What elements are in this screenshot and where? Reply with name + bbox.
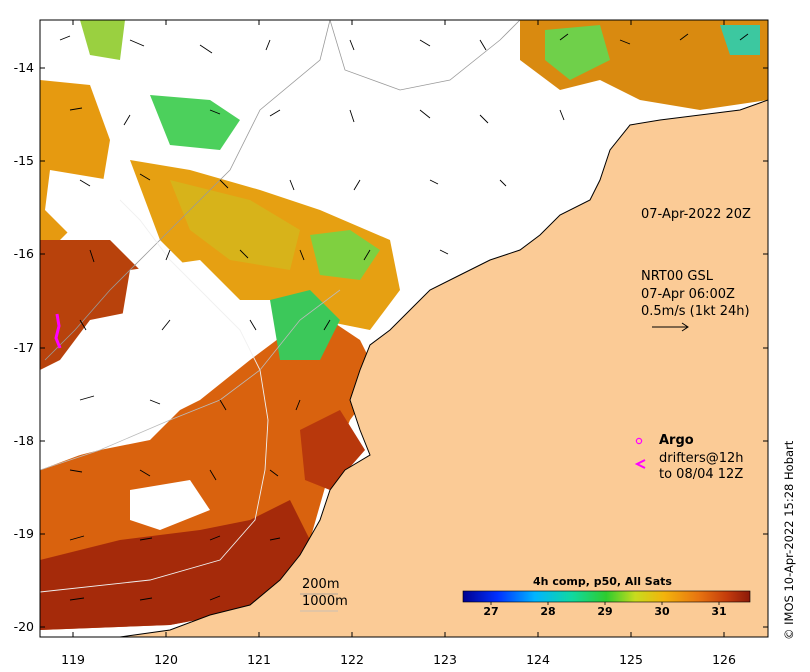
drifters-label: drifters@12h — [659, 451, 744, 466]
land-mass — [119, 99, 768, 637]
cloud-hole-4 — [130, 480, 210, 530]
colorbar-tick-label: 27 — [483, 605, 499, 618]
argo-label: Argo — [659, 433, 694, 448]
cloud-hole-3 — [40, 360, 180, 460]
lon-label: 124 — [526, 652, 550, 667]
current-arrows — [59, 33, 749, 601]
drifter-legend-icon — [634, 459, 646, 469]
sst-central-mild — [170, 180, 300, 270]
argo-legend-icon — [635, 437, 643, 445]
lon-label: 119 — [61, 652, 85, 667]
colorbar-tick-label: 30 — [654, 605, 670, 618]
model-time-label: 07-Apr 06:00Z — [641, 287, 735, 302]
lat-label: -17 — [13, 340, 34, 355]
lon-label: 120 — [154, 652, 178, 667]
lat-label: -19 — [13, 526, 34, 541]
scale-arrow — [652, 322, 689, 332]
colorbar-ticks — [490, 602, 720, 605]
sst-cool-patch — [270, 290, 340, 360]
timestamp-label: 07-Apr-2022 20Z — [641, 207, 751, 222]
lon-label: 126 — [712, 652, 736, 667]
lat-label: -14 — [13, 60, 34, 75]
cloud-hole-2 — [45, 170, 120, 235]
colorbar-tick-label: 31 — [711, 605, 727, 618]
lat-label: -16 — [13, 246, 34, 261]
sst-north-small — [80, 20, 125, 60]
depth-200-label: 200m — [302, 577, 340, 592]
sst-green-north — [150, 95, 240, 150]
map-frame — [39, 19, 769, 638]
lon-label: 122 — [340, 652, 364, 667]
sst-hot-band — [40, 500, 310, 630]
isobath-200 — [44, 20, 331, 361]
model-label: NRT00 GSL — [641, 269, 713, 284]
colorbar-bar — [462, 590, 751, 603]
scale-label: 0.5m/s (1kt 24h) — [641, 304, 750, 319]
drifters-range-label: to 08/04 12Z — [659, 467, 744, 482]
axis-ticks — [40, 20, 768, 637]
sst-field — [40, 20, 768, 630]
depth-1000-label: 1000m — [302, 594, 348, 609]
colorbar-title: 4h comp, p50, All Sats — [533, 575, 672, 588]
cloud-hole-1 — [120, 260, 240, 360]
lon-label: 125 — [619, 652, 643, 667]
colorbar-tick-label: 28 — [540, 605, 556, 618]
drifter-track — [54, 313, 62, 349]
lat-label: -18 — [13, 433, 34, 448]
lon-label: 121 — [247, 652, 271, 667]
lat-label: -20 — [13, 619, 34, 634]
colorbar-tick-label: 29 — [597, 605, 613, 618]
isobath-1000 — [40, 199, 269, 593]
isobath-coastal — [329, 20, 521, 91]
lat-label: -15 — [13, 153, 34, 168]
credit-label: © IMOS 10-Apr-2022 15:28 Hobart — [782, 440, 796, 640]
sst-hot-coast — [300, 410, 365, 490]
sst-cool-patch-2 — [310, 230, 380, 280]
lon-label: 123 — [433, 652, 457, 667]
